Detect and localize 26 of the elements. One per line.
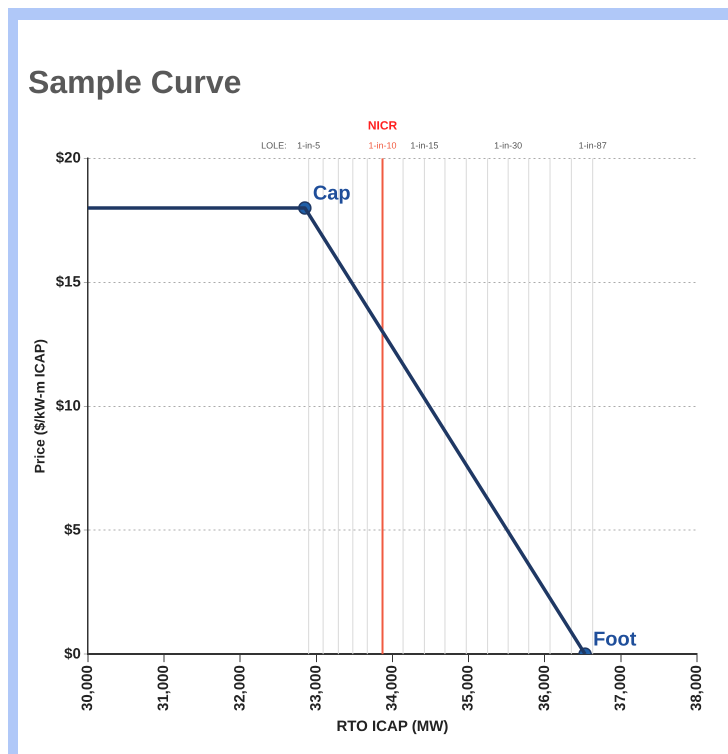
ref-line-label: 1-in-10 — [368, 140, 397, 150]
y-tick-label: $10 — [56, 397, 81, 414]
x-tick-label: 35,000 — [460, 665, 477, 712]
x-tick-label: 32,000 — [231, 665, 248, 712]
ref-line-label: 1-in-87 — [578, 140, 607, 150]
x-tick-label: 30,000 — [78, 665, 96, 712]
x-tick-label: 37,000 — [612, 665, 629, 712]
y-axis-title: Price ($/kW-m ICAP) — [31, 339, 48, 474]
ref-line-label: 1-in-15 — [410, 140, 438, 150]
text: LOLE: — [261, 140, 287, 150]
x-tick-label: 31,000 — [155, 665, 172, 712]
x-axis-title: RTO ICAP (MW) — [336, 718, 448, 736]
y-tick-label: $0 — [64, 645, 81, 662]
y-tick-label: $5 — [64, 521, 81, 538]
text: NICR — [368, 118, 398, 133]
chart-title: Sample Curve — [28, 64, 242, 100]
x-tick-label: 33,000 — [307, 665, 324, 712]
y-tick-label: $15 — [56, 273, 81, 290]
x-tick-label: 34,000 — [384, 665, 401, 712]
y-tick-label: $20 — [56, 150, 81, 167]
annotation: Cap — [312, 182, 351, 204]
ref-line-label: 1-in-5 — [297, 140, 320, 150]
ref-line-label: 1-in-30 — [494, 140, 522, 150]
annotation: Foot — [593, 628, 637, 651]
x-tick-label: 38,000 — [688, 665, 706, 712]
x-tick-label: 36,000 — [536, 665, 553, 712]
